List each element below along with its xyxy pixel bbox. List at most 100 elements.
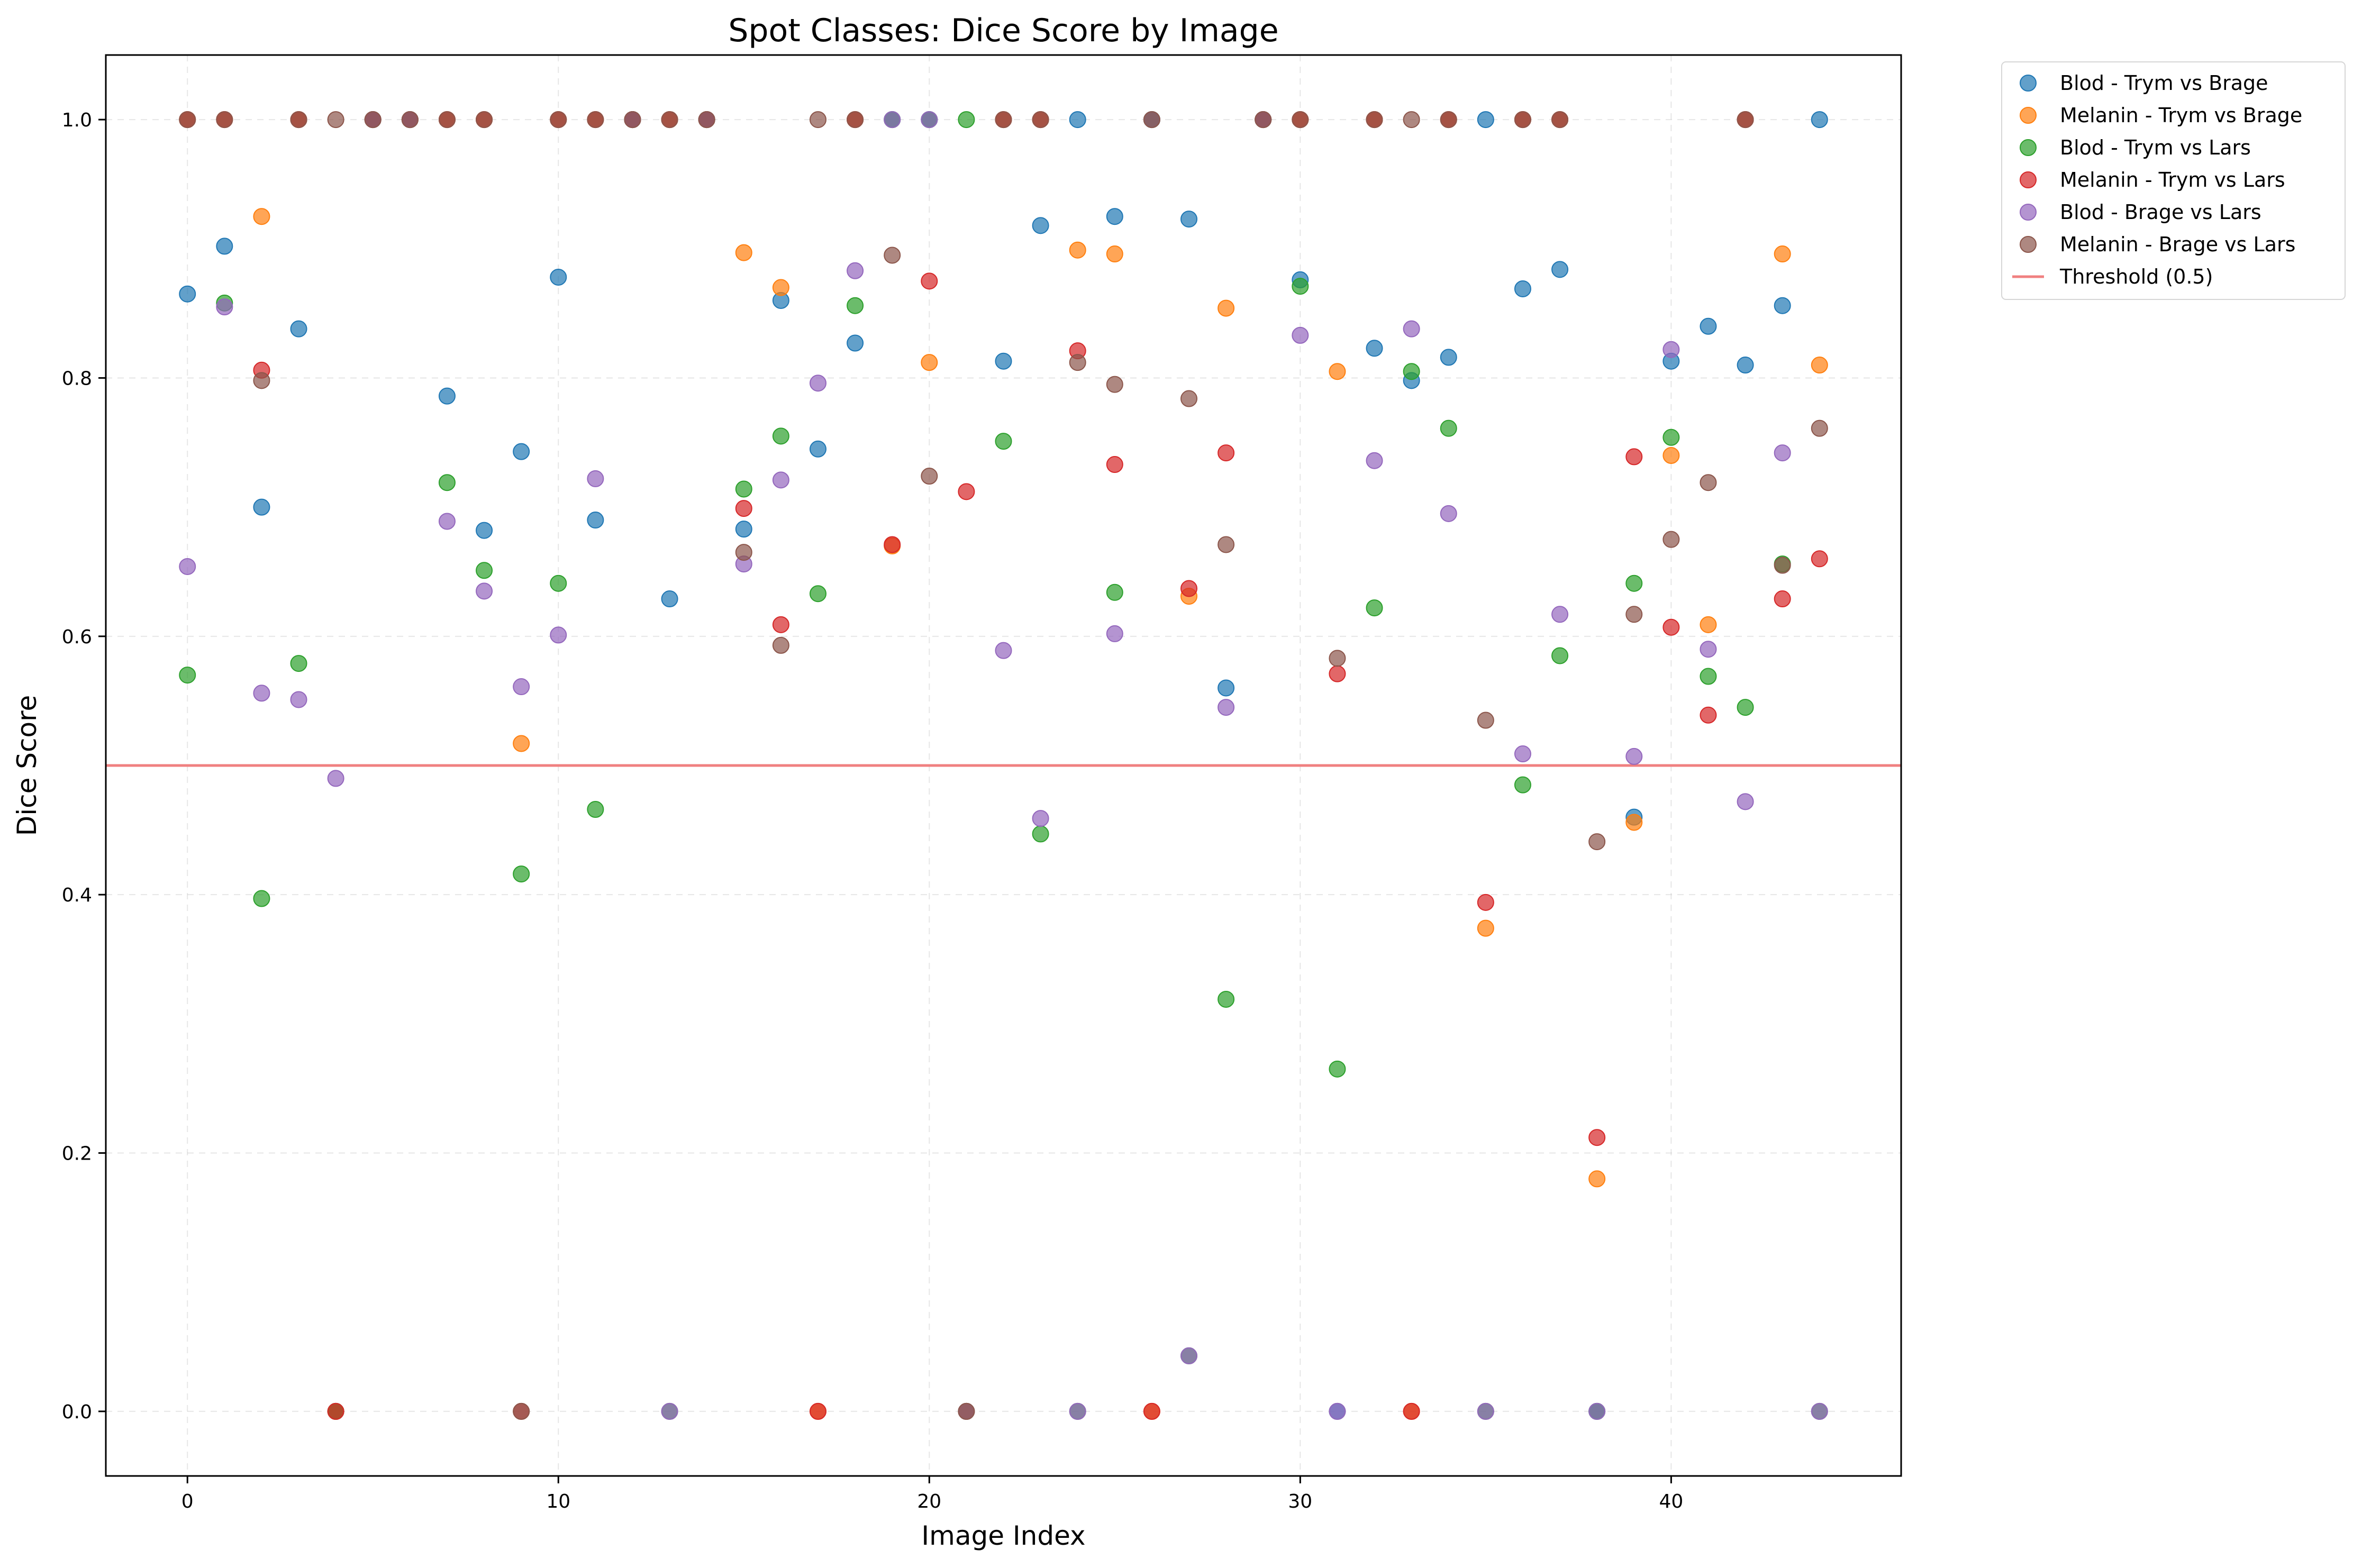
data-point [401,111,419,129]
data-point [253,685,270,702]
data-point [809,585,826,603]
legend-entry: Blod - Brage vs Lars [2060,200,2261,224]
data-point [587,111,604,129]
data-point [1477,111,1494,129]
data-point [438,474,456,491]
data-point [1440,420,1457,437]
x-tick-label: 40 [1659,1491,1683,1512]
data-point [1700,641,1717,658]
data-point [216,298,233,316]
legend-marker [2020,107,2037,124]
data-point [476,582,493,600]
data-point [1514,280,1531,297]
data-point [772,636,789,654]
data-point [884,111,901,129]
data-point [847,297,864,314]
data-point [290,691,307,708]
data-point [513,865,530,883]
data-point [1625,814,1643,831]
data-point [438,513,456,530]
data-point [550,111,567,129]
data-point [809,440,826,458]
legend-marker [2020,171,2037,188]
data-point [476,111,493,129]
legend-marker [2020,75,2037,92]
data-point [698,111,715,129]
data-point [772,616,789,633]
data-point [253,208,270,225]
data-point [809,111,826,129]
data-point [179,111,196,129]
legend-box [2001,61,2346,300]
data-point [772,427,789,445]
data-point [1329,363,1346,380]
data-point [253,372,270,389]
data-point [1292,326,1309,344]
data-point [995,352,1012,370]
data-point [1663,531,1680,548]
data-point [1625,448,1643,466]
data-point [809,375,826,392]
data-point [1514,745,1531,763]
data-point [1218,990,1235,1008]
data-point [290,111,307,129]
data-point [1366,452,1383,469]
legend-entry-threshold: Threshold (0.5) [2059,265,2213,288]
data-point [1032,217,1049,234]
data-point [1737,793,1754,810]
y-axis-label: Dice Score [12,695,42,836]
data-point [1774,590,1791,608]
data-point [1663,446,1680,464]
data-point [735,244,752,261]
data-point [1700,706,1717,724]
plot-frame [105,54,1902,1477]
data-point [1737,111,1754,129]
legend-entry: Melanin - Trym vs Lars [2060,168,2285,192]
data-point [513,443,530,460]
data-point [847,111,864,129]
data-point [1366,599,1383,617]
data-point [253,498,270,516]
legend-marker [2020,204,2037,221]
legend-entry: Melanin - Brage vs Lars [2060,233,2295,256]
data-point [290,655,307,672]
data-point [921,354,938,371]
data-point [735,544,752,561]
data-point [1366,340,1383,357]
data-point [1588,833,1606,851]
data-point [1106,584,1123,601]
data-point [1143,111,1160,129]
data-point [958,1402,975,1420]
data-point [1811,420,1828,437]
legend-marker [2020,139,2037,156]
data-point [1180,580,1198,597]
legend-entry: Melanin - Trym vs Brage [2060,104,2302,127]
data-point [624,111,641,129]
data-point [921,111,938,129]
data-point [1588,1129,1606,1146]
data-point [1551,261,1569,278]
data-point [1329,1402,1346,1420]
data-point [476,522,493,539]
data-point [1218,299,1235,317]
data-point [809,1402,826,1420]
data-point [1663,618,1680,636]
data-point [1292,278,1309,295]
data-point [1700,474,1717,491]
data-point [364,111,381,129]
legend-entry: Blod - Trym vs Lars [2060,136,2251,159]
data-point [921,272,938,290]
data-point [1700,616,1717,633]
data-point [1588,1402,1606,1420]
data-point [1700,317,1717,335]
data-point [921,468,938,485]
y-tick-label: 0.6 [62,626,92,648]
data-point [1811,357,1828,374]
data-point [476,562,493,579]
data-point [1032,111,1049,129]
data-point [1329,1060,1346,1078]
data-point [1069,1402,1086,1420]
data-point [1811,550,1828,568]
data-point [587,801,604,818]
